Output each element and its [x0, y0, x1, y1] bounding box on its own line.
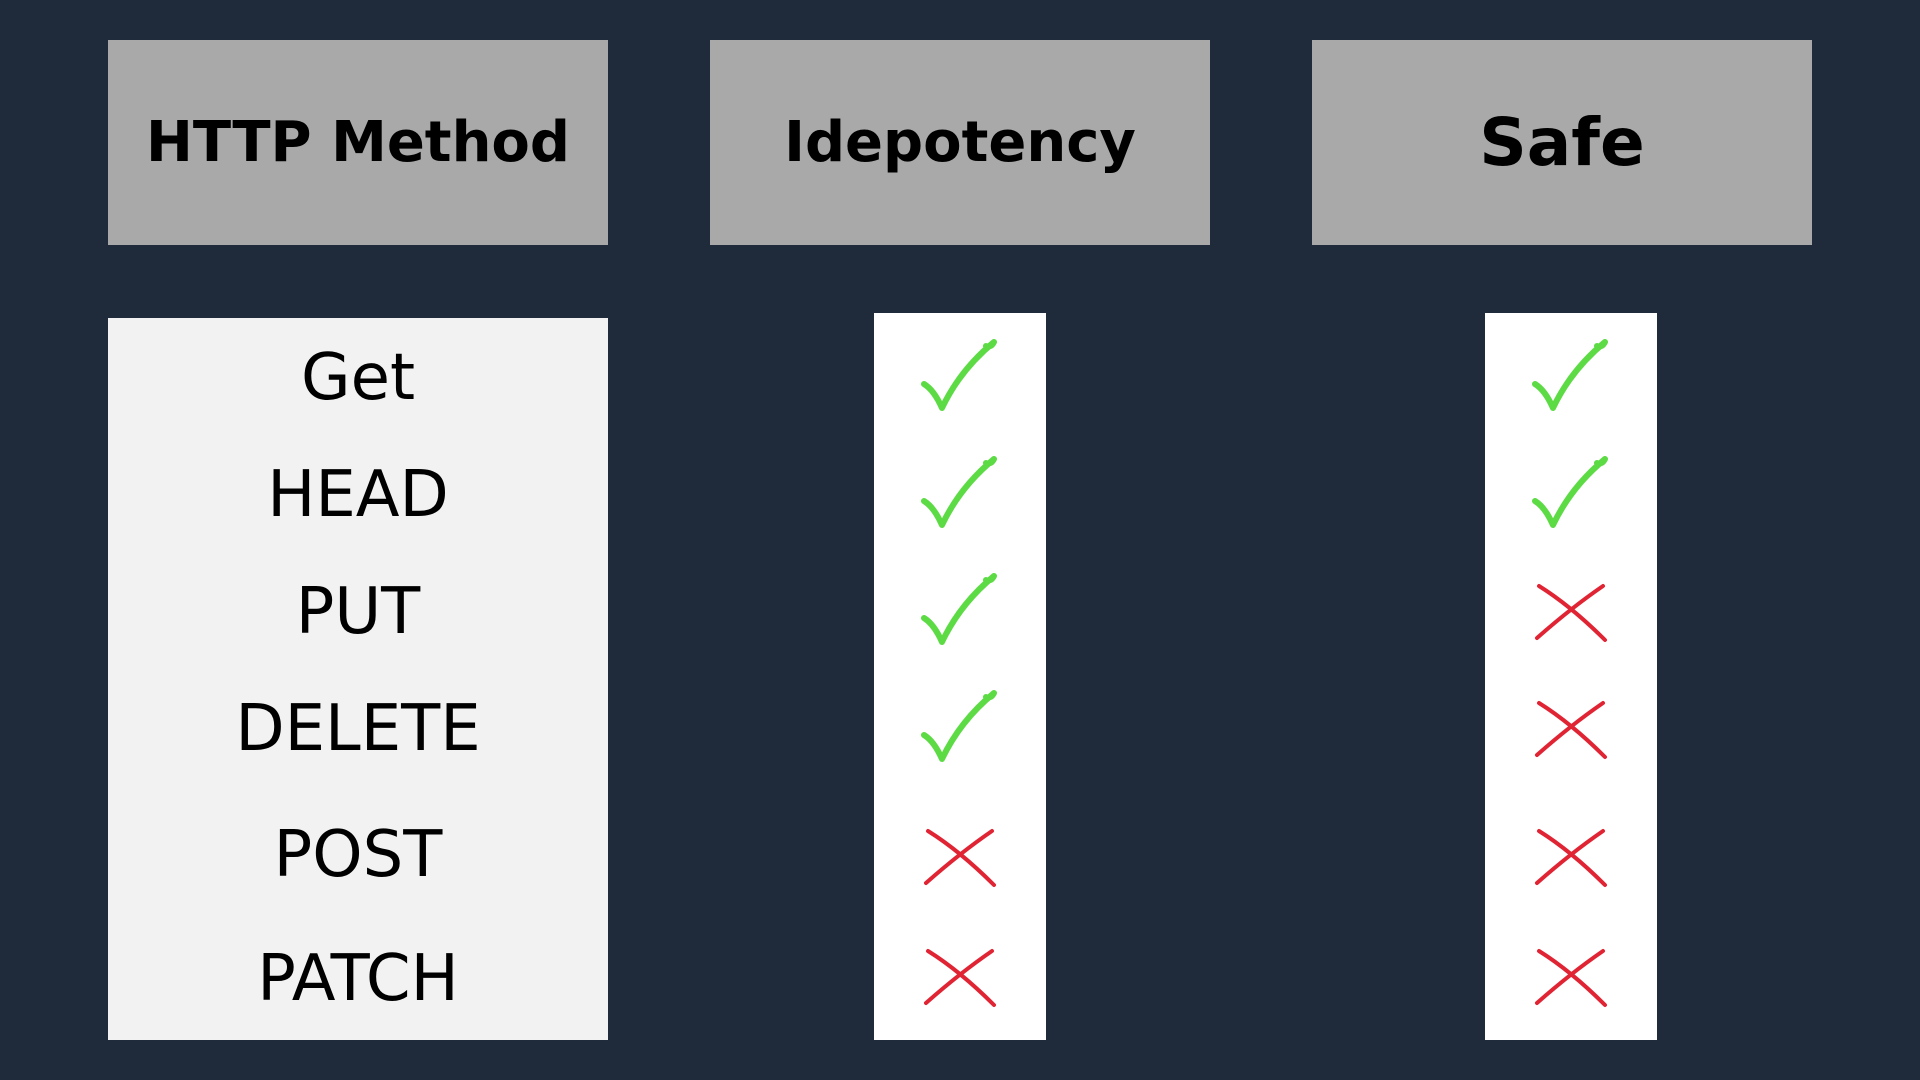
method-label-patch: PATCH	[257, 942, 459, 1016]
idempotency-patch-cross-icon	[920, 937, 1000, 1017]
safe-column	[1485, 313, 1657, 1040]
method-label-post: POST	[273, 818, 443, 892]
safe-get-check-icon	[1531, 338, 1611, 418]
idempotency-delete-check-icon	[920, 689, 1000, 769]
header-http-method: HTTP Method	[108, 40, 608, 245]
idempotency-put-check-icon	[920, 572, 1000, 652]
header-idempotency: Idepotency	[710, 40, 1210, 245]
methods-panel: Get HEAD PUT DELETE POST PATCH	[108, 318, 608, 1040]
header-safe-label: Safe	[1479, 104, 1645, 181]
header-safe: Safe	[1312, 40, 1812, 245]
method-label-delete: DELETE	[235, 692, 481, 766]
safe-head-check-icon	[1531, 455, 1611, 535]
safe-put-cross-icon	[1531, 572, 1611, 652]
idempotency-column	[874, 313, 1046, 1040]
safe-post-cross-icon	[1531, 817, 1611, 897]
idempotency-head-check-icon	[920, 455, 1000, 535]
method-label-get: Get	[300, 341, 416, 415]
idempotency-get-check-icon	[920, 338, 1000, 418]
method-label-put: PUT	[295, 575, 421, 649]
safe-delete-cross-icon	[1531, 689, 1611, 769]
safe-patch-cross-icon	[1531, 937, 1611, 1017]
header-http-method-label: HTTP Method	[146, 110, 570, 175]
header-idempotency-label: Idepotency	[784, 110, 1136, 175]
idempotency-post-cross-icon	[920, 817, 1000, 897]
method-label-head: HEAD	[267, 458, 449, 532]
